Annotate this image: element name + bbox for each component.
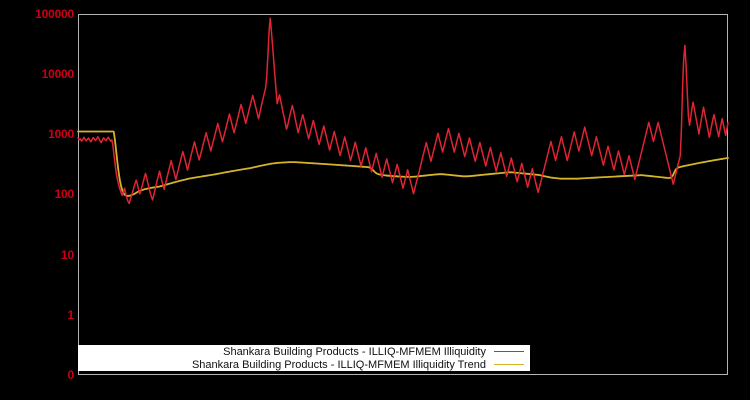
series-main-group [77,17,729,205]
y-tick-10000: 10000 [41,67,75,81]
legend-item-illiquidity: Shankara Building Products - ILLIQ-MFMEM… [78,345,530,358]
y-tick-10: 10 [61,248,74,262]
series-line-trend [77,130,729,197]
legend-swatch-illiquidity [494,351,524,352]
legend-label-illiquidity-trend: Shankara Building Products - ILLIQ-MFMEM… [191,358,486,371]
series-trend-group [77,130,729,197]
legend-label-illiquidity: Shankara Building Products - ILLIQ-MFMEM… [223,345,486,358]
y-tick-0: 0 [67,368,75,382]
legend-item-illiquidity-trend: Shankara Building Products - ILLIQ-MFMEM… [78,358,530,371]
plot-area [78,14,728,375]
series-line-illiquidity [77,17,729,205]
y-tick-100000: 100000 [35,7,74,21]
legend-swatch-illiquidity-trend [494,364,524,365]
chart-legend: Shankara Building Products - ILLIQ-MFMEM… [78,345,530,371]
y-tick-100: 100 [54,187,75,201]
y-tick-1: 1 [67,308,75,322]
y-axis-tick-labels: 100000 10000 1000 100 10 1 0 [0,0,74,400]
y-tick-1000: 1000 [48,127,74,141]
